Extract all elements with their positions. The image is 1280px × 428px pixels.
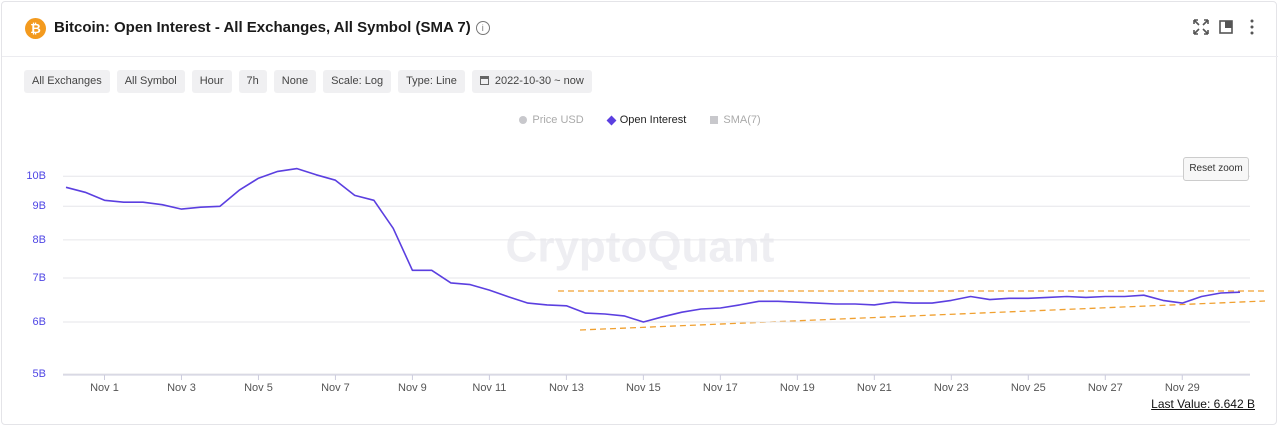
y-tick-label: 7B — [33, 272, 46, 284]
title: Bitcoin: Open Interest - All Exchanges, … — [54, 19, 471, 36]
filter-label: None — [281, 75, 309, 87]
header: ₿ Bitcoin: Open Interest - All Exchanges… — [2, 2, 1278, 57]
filter-button[interactable]: All Symbol — [116, 70, 185, 93]
trend-line-lower — [579, 300, 1266, 331]
filter-label: 7h — [246, 75, 259, 87]
filter-bar: All Exchanges All Symbol Hour 7h None Scale: … — [24, 70, 592, 93]
y-tick-label: 8B — [33, 234, 46, 246]
expand-icon[interactable] — [1193, 19, 1209, 35]
filter-button[interactable]: 7h — [238, 70, 267, 93]
x-tick-label: Nov 3 — [167, 382, 196, 394]
x-tick-label: Nov 13 — [549, 382, 584, 394]
legend-label: Open Interest — [619, 114, 687, 126]
menu-icon[interactable] — [1250, 19, 1254, 35]
x-tick-label: Nov 1 — [90, 382, 119, 394]
legend: Price USD Open Interest SMA(7) — [0, 114, 1280, 126]
y-tick-label: 5B — [33, 368, 46, 380]
legend-item[interactable]: SMA(7) — [710, 114, 761, 126]
bitcoin-icon: ₿ — [25, 18, 46, 39]
x-tick-label: Nov 23 — [934, 382, 969, 394]
x-tick-label: Nov 29 — [1165, 382, 1200, 394]
legend-swatch — [710, 116, 719, 124]
last-value[interactable]: Last Value: 6.642 B — [1151, 397, 1255, 411]
legend-label: Price USD — [532, 114, 584, 126]
y-tick-label: 6B — [33, 316, 46, 328]
legend-item[interactable]: Price USD — [519, 114, 584, 126]
title-wrap: Bitcoin: Open Interest - All Exchanges, … — [54, 19, 490, 36]
x-tick-label: Nov 9 — [398, 382, 427, 394]
legend-swatch — [519, 116, 528, 124]
filter-button[interactable]: All Exchanges — [24, 70, 110, 93]
x-tick-label: Nov 11 — [472, 382, 506, 394]
legend-label: SMA(7) — [723, 114, 761, 126]
filter-label: All Exchanges — [32, 75, 102, 87]
y-tick-label: 9B — [33, 200, 46, 212]
legend-item[interactable]: Open Interest — [606, 114, 687, 126]
x-tick-label: Nov 7 — [321, 382, 350, 394]
filter-label: Type: Line — [406, 75, 457, 87]
filter-label: All Symbol — [124, 75, 177, 87]
info-icon[interactable]: i — [475, 21, 490, 35]
filter-button[interactable]: Type: Line — [398, 70, 465, 93]
filter-button[interactable]: None — [273, 70, 317, 93]
series-line — [65, 167, 1241, 323]
x-tick-label: Nov 25 — [1011, 382, 1046, 394]
popout-icon[interactable] — [1219, 20, 1233, 34]
filter-label: Scale: Log — [331, 75, 384, 87]
x-tick-label: Nov 21 — [857, 382, 892, 394]
filter-label: 2022-10-30 ~ now — [494, 75, 584, 87]
watermark: CryptoQuant — [506, 223, 775, 272]
filter-button[interactable]: Hour — [191, 70, 232, 93]
x-tick-label: Nov 15 — [626, 382, 661, 394]
x-tick-label: Nov 19 — [780, 382, 815, 394]
calendar-icon — [479, 76, 489, 85]
filter-label: Hour — [199, 75, 224, 87]
filter-button[interactable]: Scale: Log — [323, 70, 392, 93]
reset-zoom-button[interactable]: Reset zoom — [1183, 157, 1249, 181]
x-tick-label: Nov 27 — [1088, 382, 1123, 394]
header-icons — [1193, 19, 1254, 35]
x-tick-label: Nov 5 — [244, 382, 273, 394]
filter-button[interactable]: 2022-10-30 ~ now — [471, 70, 592, 93]
y-tick-label: 10B — [26, 170, 46, 182]
x-tick-label: Nov 17 — [703, 382, 738, 394]
